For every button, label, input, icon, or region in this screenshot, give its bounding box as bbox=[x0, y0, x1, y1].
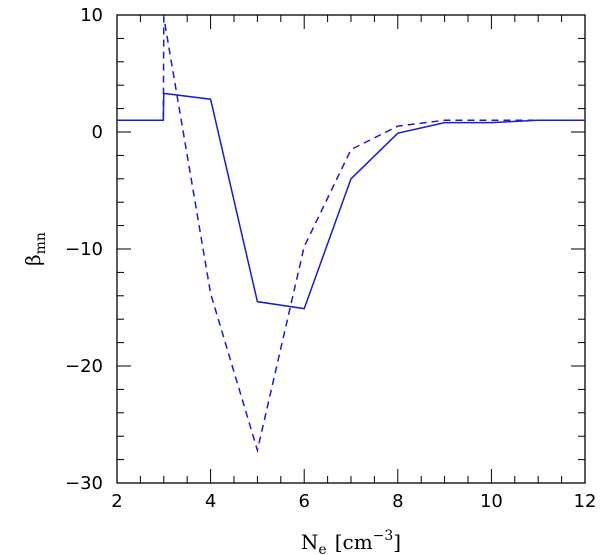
y-tick-label: −10 bbox=[65, 239, 103, 260]
x-axis-label-sub: e bbox=[318, 542, 326, 555]
x-axis-label-units-close: ] bbox=[393, 530, 401, 554]
series-line-solid bbox=[117, 92, 585, 310]
x-tick-label: 12 bbox=[574, 491, 597, 512]
y-axis-label-main: β bbox=[21, 254, 45, 266]
x-tick-label: 2 bbox=[111, 491, 122, 512]
x-tick-label: 6 bbox=[298, 491, 309, 512]
x-axis-label-main: N bbox=[301, 530, 319, 554]
tick-labels: 2 4 6 8 10 12 −30 −20 −10 0 10 bbox=[65, 5, 596, 512]
series-line-dashed bbox=[117, 17, 585, 454]
x-tick-label: 10 bbox=[480, 491, 503, 512]
series bbox=[117, 17, 585, 454]
plot-frame bbox=[116, 14, 586, 484]
x-tick-label: 4 bbox=[205, 491, 216, 512]
x-tick-label: 8 bbox=[392, 491, 403, 512]
y-axis-label-sub: mn bbox=[33, 232, 49, 254]
ticks bbox=[116, 14, 586, 484]
x-axis-label-units: [cm bbox=[335, 530, 373, 554]
x-axis-label: Ne [cm−3] bbox=[301, 528, 401, 555]
y-axis-label: βmn bbox=[21, 232, 49, 266]
x-axis-label-units-sup: −3 bbox=[373, 528, 394, 544]
y-tick-label: −30 bbox=[65, 473, 103, 494]
y-tick-label: 0 bbox=[92, 122, 103, 143]
y-tick-label: 10 bbox=[80, 5, 103, 26]
y-tick-label: −20 bbox=[65, 356, 103, 377]
